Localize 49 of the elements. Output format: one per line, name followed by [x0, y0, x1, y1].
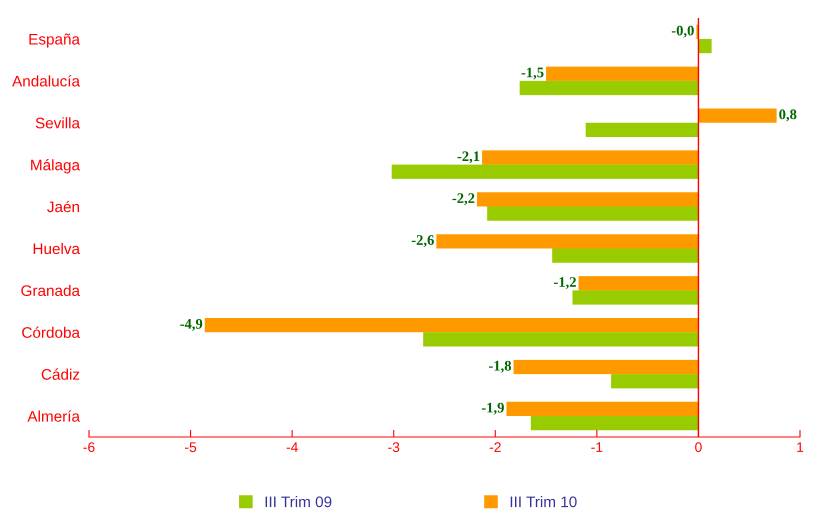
bar — [586, 122, 698, 137]
bar — [530, 416, 698, 430]
x-tick-label: -4 — [286, 442, 298, 452]
bar — [520, 80, 698, 96]
legend-label: III Trim 09 — [266, 496, 332, 508]
y-tick-label: Andalucía — [12, 75, 80, 87]
x-tick-label: -2 — [490, 442, 501, 452]
bar — [698, 38, 712, 54]
bar — [423, 332, 698, 346]
bar — [436, 234, 698, 248]
y-tick-label: Jaén — [47, 200, 80, 212]
y-tick-label: Granada — [21, 284, 80, 296]
data-label: -2,6 — [412, 235, 434, 248]
bar — [546, 66, 698, 81]
y-tick-label: Córdoba — [22, 326, 80, 338]
x-tick-label: -6 — [83, 442, 95, 452]
bar — [487, 206, 698, 221]
data-label: -2,1 — [458, 151, 480, 164]
bar — [572, 290, 698, 305]
bar — [611, 374, 698, 388]
x-tick-label: -5 — [185, 442, 196, 452]
x-tick-label: -3 — [388, 442, 400, 452]
y-tick-label: Almería — [27, 410, 80, 422]
y-tick-label: Sevilla — [36, 117, 80, 128]
y-tick-label: Cádiz — [42, 368, 80, 380]
y-tick-label: Málaga — [31, 159, 80, 174]
bar — [477, 192, 698, 207]
data-label: -4,9 — [180, 318, 202, 331]
data-label: 0,8 — [779, 109, 796, 122]
data-label: -1,9 — [482, 402, 504, 415]
bar — [698, 108, 777, 123]
data-label: -1,5 — [521, 68, 544, 80]
data-label: -1,8 — [488, 360, 512, 373]
bar — [204, 318, 698, 332]
data-label: -1,2 — [554, 277, 576, 289]
x-tick-label: 0 — [695, 442, 702, 452]
bar — [392, 164, 698, 179]
bar — [514, 360, 698, 374]
bar — [552, 248, 698, 263]
data-label: -2,2 — [452, 193, 474, 206]
bar — [482, 150, 698, 165]
legend-label: III Trim 10 — [510, 496, 577, 508]
bar — [578, 276, 698, 290]
x-tick-label: -1 — [591, 442, 602, 452]
y-tick-label: España — [29, 34, 80, 48]
y-tick-label: Huelva — [34, 242, 80, 254]
data-label: -0,0 — [672, 26, 694, 38]
x-tick-label: 1 — [797, 442, 804, 452]
bar — [506, 402, 698, 416]
